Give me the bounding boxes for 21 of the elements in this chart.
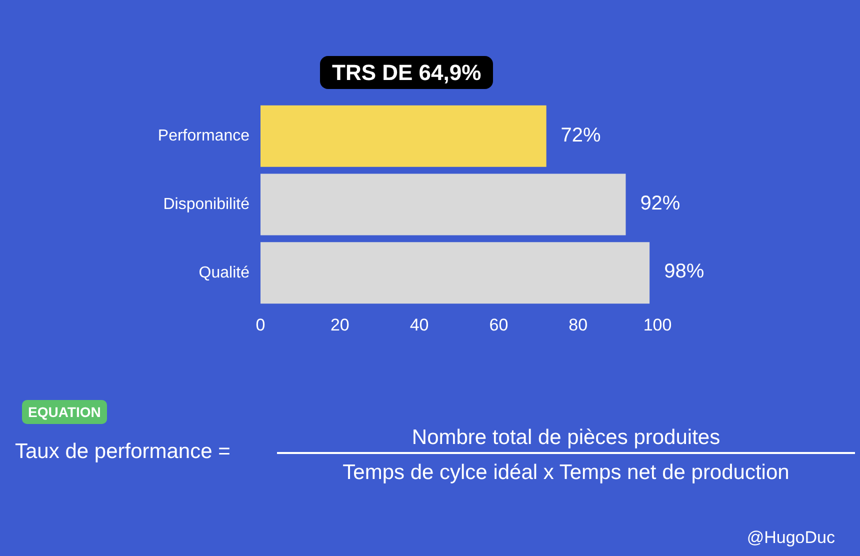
y-tick-label: Disponibilité [163, 196, 250, 213]
bar [260, 174, 626, 236]
data-label: 72% [560, 123, 601, 148]
x-tick-label: 20 [330, 316, 350, 334]
data-label: 98% [664, 260, 704, 286]
text: EQUATION [22, 400, 107, 424]
text: Nombre total de pièces produites [410, 425, 722, 451]
text: Taux de performance = [15, 439, 230, 465]
y-tick-label: Performance [158, 128, 250, 145]
bar [260, 105, 546, 167]
text: Temps de cylce idéal x Temps net de production [342, 460, 790, 486]
x-tick-label: 80 [568, 316, 588, 334]
bar [260, 242, 650, 304]
data-label: 92% [640, 192, 680, 217]
text: @HugoDuc [746, 527, 835, 549]
x-tick-label: 40 [410, 316, 429, 334]
x-tick-label: 60 [489, 316, 508, 334]
chart-title: TRS DE 64,9% [320, 56, 494, 89]
x-tick-label: 0 [256, 316, 266, 334]
x-tick-label: 100 [643, 316, 672, 334]
y-tick-label: Qualité [198, 264, 250, 282]
